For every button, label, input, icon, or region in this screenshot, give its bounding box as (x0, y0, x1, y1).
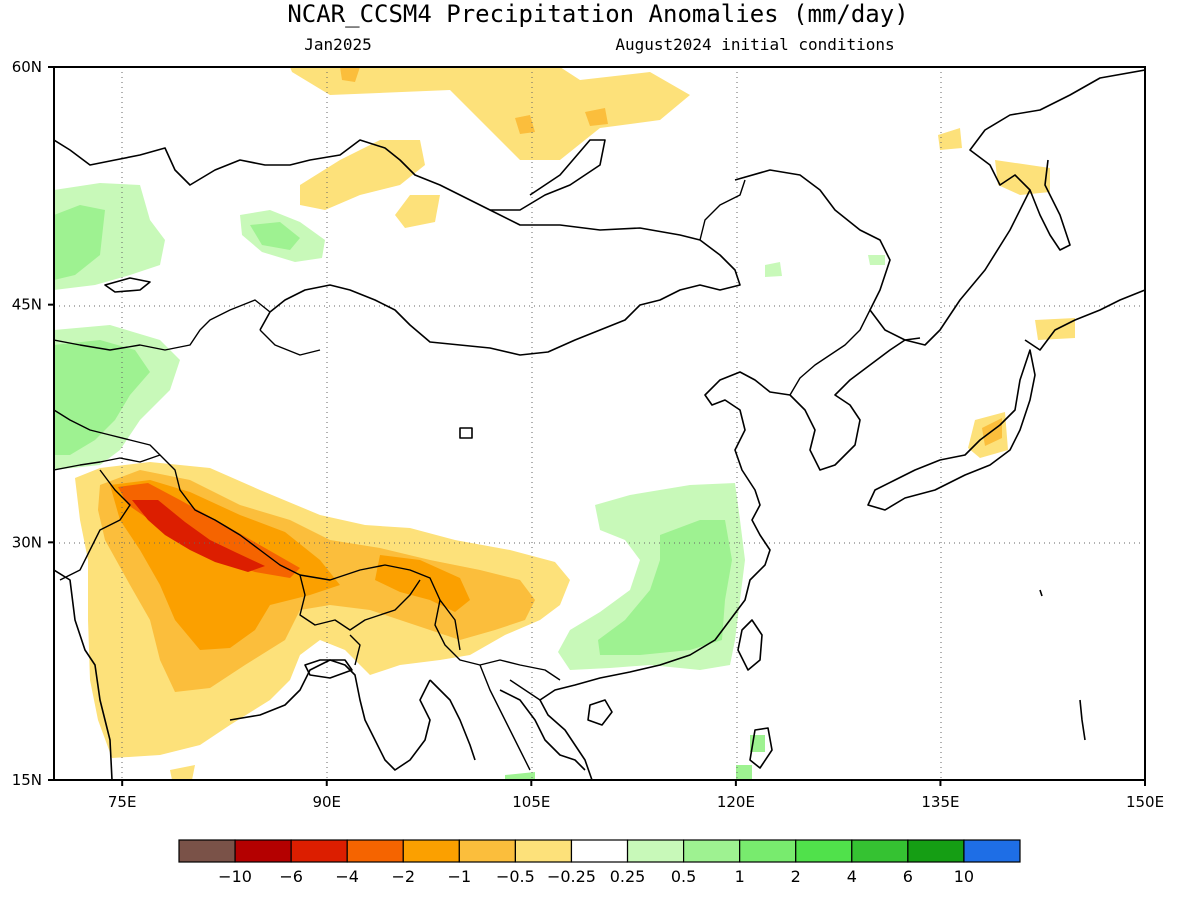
anomaly-dry-north (290, 67, 690, 160)
colorbar: −10 −6 −4 −2 −1 −0.5 −0.25 0.25 0.5 1 2 4 6 10 (178, 839, 1021, 886)
anomaly-dry-misc (170, 765, 195, 780)
colorbar-swatch (234, 839, 292, 863)
colorbar-swatch (178, 839, 236, 863)
colorbar-label: 4 (847, 867, 857, 886)
colorbar-label: 10 (954, 867, 974, 886)
anomaly-wet-taiwan (505, 735, 765, 780)
colorbar-swatch (851, 839, 909, 863)
colorbar-swatch (290, 839, 348, 863)
colorbar-swatch (458, 839, 517, 863)
colorbar-label: 0.5 (671, 867, 696, 886)
country-borders (54, 179, 871, 771)
colorbar-swatch (795, 839, 853, 863)
colorbar-label: 1 (735, 867, 745, 886)
coastlines (54, 69, 1145, 780)
small-features (104, 277, 1086, 741)
lon-tick-label: 105E (512, 793, 550, 811)
colorbar-swatch (570, 839, 629, 863)
graticule (54, 67, 1145, 780)
colorbar-label: −10 (218, 867, 252, 886)
colorbar-label: −0.25 (547, 867, 596, 886)
colorbar-label: −4 (335, 867, 359, 886)
anomaly-moderate-wet-south-china (598, 520, 732, 655)
colorbar-swatch (346, 839, 404, 863)
map-title: NCAR_CCSM4 Precipitation Anomalies (mm/d… (287, 0, 908, 28)
lon-tick-label: 150E (1126, 793, 1164, 811)
map-panel (54, 67, 1145, 780)
lat-tick-label: 45N (12, 296, 42, 314)
latitude-ticks: 60N 45N 30N 15N (12, 58, 54, 789)
lat-tick-label: 15N (12, 771, 42, 789)
colorbar-swatch (626, 839, 685, 863)
colorbar-swatch (514, 839, 573, 863)
colorbar-label: −0.5 (496, 867, 535, 886)
lon-tick-label: 135E (921, 793, 959, 811)
colorbar-label: −2 (391, 867, 415, 886)
colorbar-label: −1 (448, 867, 472, 886)
anomaly-wet-north (240, 210, 885, 277)
anomaly-dry-okhotsk (938, 128, 1075, 458)
valid-month-label: Jan2025 (304, 35, 371, 54)
colorbar-label: 2 (791, 867, 801, 886)
anomaly-dry-mongolia (300, 140, 425, 210)
lat-tick-label: 60N (12, 58, 42, 76)
anomaly-extreme-himalaya (132, 500, 265, 572)
init-conditions-label: August2024 initial conditions (615, 35, 894, 54)
colorbar-label: 6 (903, 867, 913, 886)
colorbar-swatch (402, 839, 460, 863)
anomaly-moderate-wet-west (54, 205, 150, 455)
lat-tick-label: 30N (12, 533, 42, 551)
lon-tick-label: 75E (108, 793, 137, 811)
colorbar-label: 0.25 (610, 867, 646, 886)
lon-tick-label: 90E (312, 793, 341, 811)
anomaly-fields (54, 67, 1075, 780)
anomaly-dry-altai (395, 195, 440, 228)
colorbar-label: −6 (279, 867, 303, 886)
colorbar-swatch (963, 839, 1021, 863)
longitude-ticks: 75E 90E 105E 120E 135E 150E (108, 780, 1164, 811)
colorbar-swatch (907, 839, 965, 863)
map-frame (53, 66, 1146, 781)
lon-tick-label: 120E (717, 793, 755, 811)
colorbar-swatch (739, 839, 797, 863)
anomaly-moderate-wet-north (250, 222, 300, 250)
colorbar-swatch (682, 839, 741, 863)
